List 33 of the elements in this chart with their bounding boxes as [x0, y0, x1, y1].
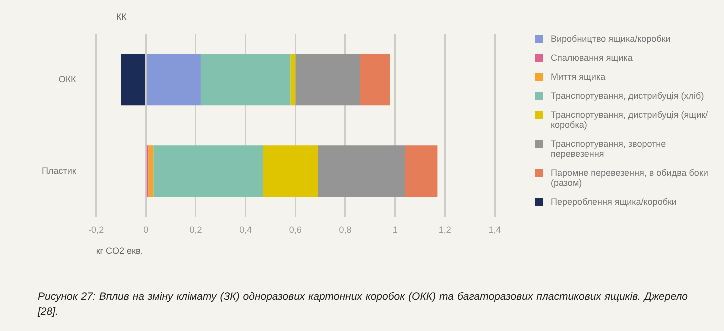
legend-label: Транспортування, дистрибуція (хліб) — [551, 91, 704, 101]
bar — [121, 54, 146, 106]
bar — [296, 54, 360, 106]
bar — [263, 146, 318, 198]
bar — [200, 54, 291, 106]
y-axis-title: КК — [116, 12, 128, 22]
x-tick-label: 0,8 — [339, 225, 352, 236]
bar — [154, 146, 264, 198]
y-tick-label: ОКК — [58, 74, 78, 84]
x-axis-title: кг CO2 екв. — [96, 246, 144, 256]
legend-label: Транспортування, зворотне перевезення — [551, 139, 668, 159]
legend-label: Перероблення ящика/коробки — [551, 197, 677, 207]
x-tick-label: 1,4 — [488, 225, 502, 236]
bar — [290, 54, 296, 106]
x-tick-label: 1,2 — [438, 225, 452, 236]
x-tick-label: 1 — [392, 225, 398, 236]
bar — [318, 146, 406, 198]
legend-label: Паромне перевезення, в обидва боки (разом) — [551, 168, 710, 188]
x-tick-label: 0,2 — [190, 225, 202, 236]
bar — [146, 54, 201, 106]
bar — [405, 146, 438, 198]
text: Рисунок 27: Вплив на зміну клімату (ЗК) одноразових картонних коробок (ОКК) та багаторазових пластикових ящиків. Джерело [28]. — [38, 290, 688, 320]
legend-label: Спалювання ящика — [551, 53, 633, 63]
x-tick-label: 0,4 — [240, 225, 252, 236]
x-tick-label: -0,2 — [88, 225, 104, 236]
legend-label: Миття ящика — [551, 72, 606, 82]
legend-label: Транспортування, дистрибуція (ящик/коробка) — [551, 110, 710, 130]
bar — [148, 146, 154, 198]
x-tick-label: 0 — [144, 225, 149, 236]
y-tick-label: Пластик — [42, 166, 76, 176]
x-tick-label: 0,6 — [289, 225, 302, 236]
bar — [360, 54, 390, 106]
legend-label: Виробництво ящика/коробки — [551, 34, 671, 44]
